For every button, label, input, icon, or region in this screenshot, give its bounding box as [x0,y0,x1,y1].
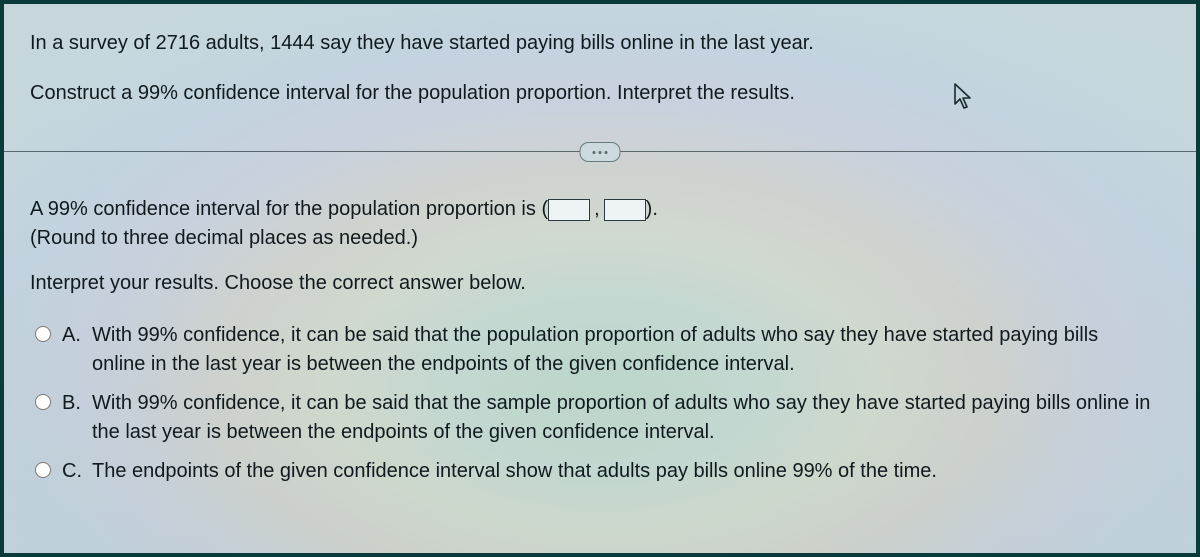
close-paren: ). [646,198,658,221]
ci-prompt-prefix: A 99% confidence interval for the popula… [30,198,541,220]
rounding-note: (Round to three decimal places as needed… [30,227,1170,250]
interpret-prompt: Interpret your results. Choose the corre… [30,272,1170,295]
choice-text: The endpoints of the given confidence in… [92,457,937,486]
choice-letter: A. [62,321,84,350]
question-line-1: In a survey of 2716 adults, 1444 say the… [30,28,1170,58]
choice-text: With 99% confidence, it can be said that… [92,321,1152,379]
radio-b[interactable] [35,394,51,410]
radio-a[interactable] [35,326,51,342]
question-line-2: Construct a 99% confidence interval for … [30,78,1170,108]
ci-comma: , [590,198,604,221]
choice-b[interactable]: B. With 99% confidence, it can be said t… [30,389,1170,447]
choice-a[interactable]: A. With 99% confidence, it can be said t… [30,321,1170,379]
choice-letter: C. [62,457,84,486]
answer-choices: A. With 99% confidence, it can be said t… [30,321,1170,486]
section-divider [30,142,1170,162]
ellipsis-pill[interactable] [580,142,621,162]
choice-c[interactable]: C. The endpoints of the given confidence… [30,457,1170,486]
open-paren: ( [541,198,548,221]
ci-lower-input[interactable] [548,199,590,221]
ci-upper-input[interactable] [604,199,646,221]
question-panel: In a survey of 2716 adults, 1444 say the… [4,4,1196,553]
choice-letter: B. [62,389,84,418]
radio-c[interactable] [35,462,51,478]
choice-text: With 99% confidence, it can be said that… [92,389,1152,447]
confidence-interval-prompt: A 99% confidence interval for the popula… [30,198,1170,221]
